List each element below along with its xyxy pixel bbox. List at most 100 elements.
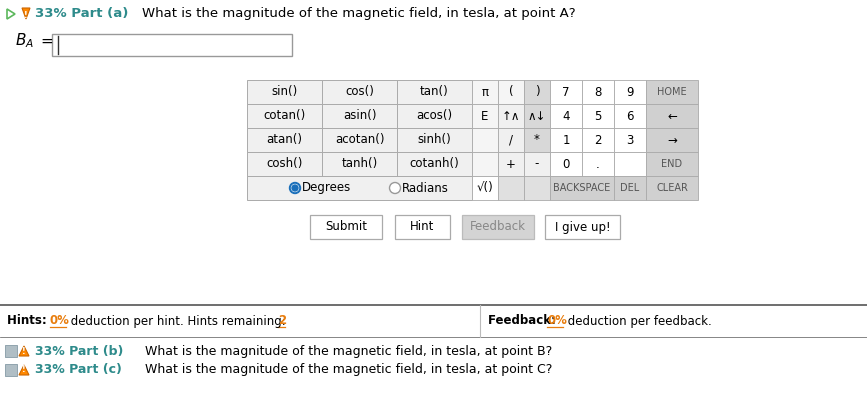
Bar xyxy=(582,152,614,176)
Bar xyxy=(247,152,322,176)
Circle shape xyxy=(292,185,298,191)
Text: Feedback: Feedback xyxy=(470,220,526,233)
Text: HOME: HOME xyxy=(657,87,687,97)
Text: 33% Part (c): 33% Part (c) xyxy=(35,364,122,376)
Polygon shape xyxy=(19,346,29,356)
Text: 2: 2 xyxy=(594,134,602,147)
Text: /: / xyxy=(509,134,513,147)
Text: cosh(): cosh() xyxy=(266,158,303,171)
Bar xyxy=(524,152,550,176)
Bar xyxy=(498,176,524,200)
Text: 9: 9 xyxy=(626,86,634,99)
Polygon shape xyxy=(22,8,30,19)
Text: 2: 2 xyxy=(278,314,286,327)
Text: END: END xyxy=(662,159,682,169)
Bar xyxy=(550,128,582,152)
Text: 3: 3 xyxy=(626,134,634,147)
Bar xyxy=(582,104,614,128)
Text: ∧↓: ∧↓ xyxy=(528,110,546,123)
Bar xyxy=(0,337,867,393)
Bar xyxy=(614,128,646,152)
Text: cos(): cos() xyxy=(345,86,374,99)
Text: $B_A$: $B_A$ xyxy=(15,32,34,50)
Text: *: * xyxy=(534,134,540,147)
Text: 7: 7 xyxy=(563,86,570,99)
Bar xyxy=(0,305,867,337)
Bar xyxy=(472,80,498,104)
Bar xyxy=(550,152,582,176)
Bar xyxy=(322,104,397,128)
Bar xyxy=(397,128,472,152)
Bar xyxy=(550,104,582,128)
Bar xyxy=(498,80,524,104)
Text: ↑∧: ↑∧ xyxy=(502,110,520,123)
Text: Radians: Radians xyxy=(402,182,449,195)
Circle shape xyxy=(291,184,298,191)
Text: -: - xyxy=(535,158,539,171)
Bar xyxy=(524,80,550,104)
Bar xyxy=(524,176,550,200)
Text: +: + xyxy=(506,158,516,171)
Text: deduction per hint. Hints remaining:: deduction per hint. Hints remaining: xyxy=(67,314,290,327)
Bar xyxy=(614,80,646,104)
Text: tanh(): tanh() xyxy=(342,158,378,171)
Text: sinh(): sinh() xyxy=(418,134,452,147)
Text: 4: 4 xyxy=(563,110,570,123)
Bar xyxy=(462,215,534,239)
Text: Submit: Submit xyxy=(325,220,367,233)
Bar xyxy=(247,128,322,152)
Text: !: ! xyxy=(23,365,26,375)
Text: asin(): asin() xyxy=(342,110,376,123)
Bar xyxy=(322,128,397,152)
Text: =: = xyxy=(40,33,53,48)
Text: π: π xyxy=(481,86,488,99)
Text: cotan(): cotan() xyxy=(264,110,306,123)
Text: ←: ← xyxy=(667,110,677,123)
Bar xyxy=(397,80,472,104)
Text: .: . xyxy=(596,158,600,171)
Bar xyxy=(582,80,614,104)
Text: deduction per feedback.: deduction per feedback. xyxy=(564,314,712,327)
Text: Hints:: Hints: xyxy=(7,314,51,327)
Bar xyxy=(472,128,498,152)
Text: (: ( xyxy=(509,86,513,99)
Bar xyxy=(646,176,698,200)
Bar xyxy=(498,104,524,128)
Text: What is the magnitude of the magnetic field, in tesla, at point A?: What is the magnitude of the magnetic fi… xyxy=(142,7,576,20)
Bar xyxy=(52,34,292,56)
Text: sin(): sin() xyxy=(271,86,297,99)
Text: 0%: 0% xyxy=(50,314,70,327)
Text: 6: 6 xyxy=(626,110,634,123)
Bar xyxy=(614,152,646,176)
Bar xyxy=(310,215,382,239)
Text: tan(): tan() xyxy=(420,86,449,99)
Bar xyxy=(545,215,620,239)
Bar xyxy=(646,80,698,104)
Circle shape xyxy=(290,182,301,193)
Bar xyxy=(397,152,472,176)
Text: Feedback:: Feedback: xyxy=(488,314,560,327)
Text: !: ! xyxy=(23,347,26,356)
Bar xyxy=(5,364,17,376)
Text: CLEAR: CLEAR xyxy=(656,183,688,193)
Text: 1: 1 xyxy=(563,134,570,147)
Bar xyxy=(498,152,524,176)
Text: I give up!: I give up! xyxy=(555,220,610,233)
Text: √(): √() xyxy=(477,182,493,195)
Text: cotanh(): cotanh() xyxy=(409,158,460,171)
Bar xyxy=(646,104,698,128)
Bar xyxy=(550,176,614,200)
Text: Degrees: Degrees xyxy=(302,182,351,195)
Bar xyxy=(582,128,614,152)
Bar xyxy=(646,152,698,176)
Text: BACKSPACE: BACKSPACE xyxy=(553,183,610,193)
Text: 0%: 0% xyxy=(547,314,567,327)
Bar xyxy=(247,80,322,104)
Bar xyxy=(395,215,450,239)
Text: 33% Part (b): 33% Part (b) xyxy=(35,345,123,358)
Bar xyxy=(397,104,472,128)
Polygon shape xyxy=(19,365,29,375)
Bar xyxy=(614,176,646,200)
Text: Hint: Hint xyxy=(410,220,434,233)
Circle shape xyxy=(389,182,401,193)
